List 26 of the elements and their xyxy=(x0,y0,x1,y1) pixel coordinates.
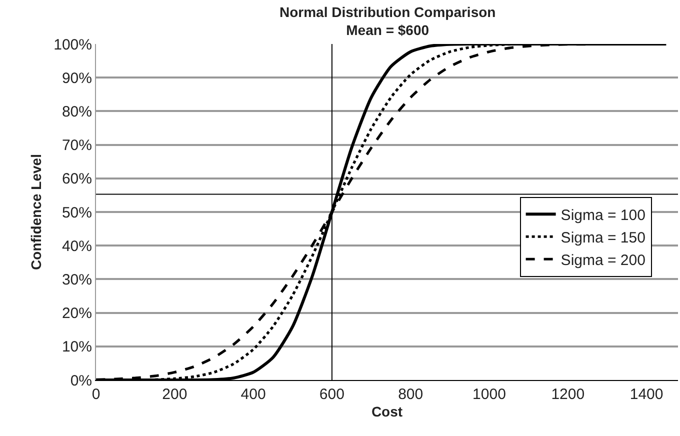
x-tick-label: 400 xyxy=(240,386,266,403)
y-tick-label: 60% xyxy=(62,170,92,188)
y-tick-label: 20% xyxy=(62,305,92,322)
x-tick-label: 200 xyxy=(162,386,188,403)
x-tick-label: 1000 xyxy=(472,386,506,403)
y-tick-label: 50% xyxy=(62,204,92,222)
x-tick-label: 1400 xyxy=(630,386,664,403)
legend-label: Sigma = 200 xyxy=(560,252,646,269)
y-tick-label: 0% xyxy=(70,372,92,390)
y-tick-label: 70% xyxy=(62,137,92,154)
legend-label: Sigma = 150 xyxy=(560,229,646,246)
x-tick-label: 1200 xyxy=(551,386,585,403)
y-axis-title: Confidence Level xyxy=(28,154,44,270)
y-tick-label: 80% xyxy=(62,103,92,120)
x-tick-label: 600 xyxy=(319,386,344,403)
x-tick-label: 0 xyxy=(92,386,100,403)
y-tick-label: 100% xyxy=(54,36,92,54)
y-tick-label: 40% xyxy=(62,238,92,255)
chart-subtitle: Mean = $600 xyxy=(346,22,430,38)
chart-title: Normal Distribution Comparison xyxy=(279,4,496,20)
y-tick-label: 10% xyxy=(62,338,92,356)
x-tick-label: 800 xyxy=(398,386,424,403)
x-axis-title: Cost xyxy=(371,403,403,420)
y-tick-label: 90% xyxy=(62,70,92,87)
y-tick-label: 30% xyxy=(62,271,92,288)
legend-label: Sigma = 100 xyxy=(560,206,646,224)
